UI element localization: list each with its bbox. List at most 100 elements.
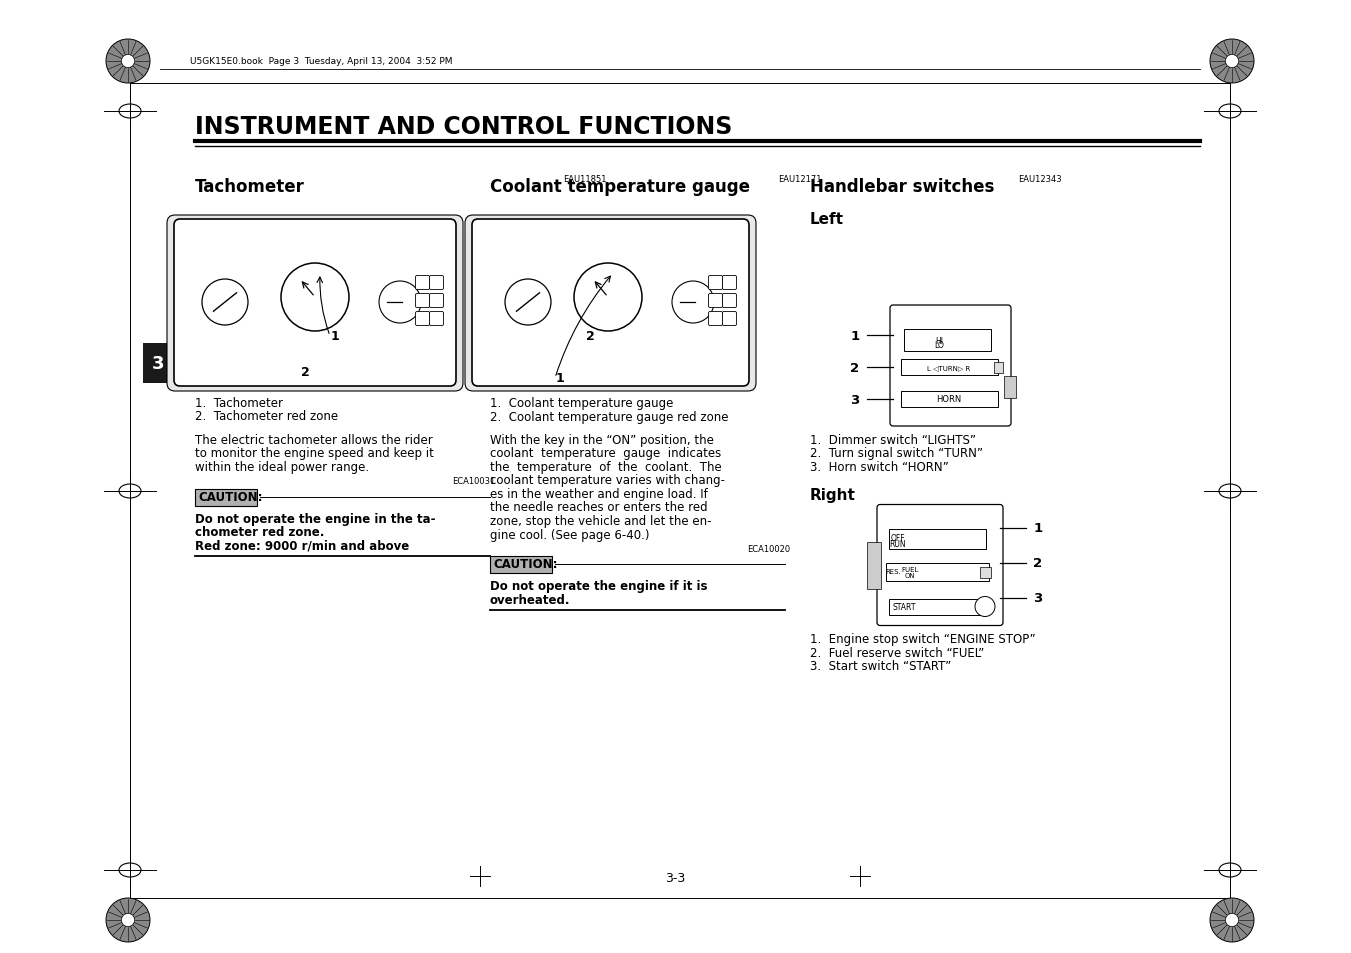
Text: With the key in the “ON” position, the: With the key in the “ON” position, the (490, 434, 713, 447)
Circle shape (122, 913, 135, 926)
Text: Right: Right (811, 488, 857, 503)
Text: 1: 1 (850, 329, 859, 342)
Text: overheated.: overheated. (490, 593, 570, 606)
Text: 2.  Tachometer red zone: 2. Tachometer red zone (195, 410, 338, 423)
Text: Do not operate the engine if it is: Do not operate the engine if it is (490, 579, 708, 593)
Text: 1: 1 (331, 330, 339, 343)
Text: RES.: RES. (885, 569, 901, 575)
Circle shape (1225, 55, 1239, 69)
FancyBboxPatch shape (723, 276, 736, 291)
Text: FUEL: FUEL (901, 566, 919, 572)
Text: EAU12171: EAU12171 (778, 174, 821, 184)
FancyBboxPatch shape (1004, 376, 1016, 398)
Text: es in the weather and engine load. If: es in the weather and engine load. If (490, 488, 708, 500)
FancyBboxPatch shape (993, 362, 1002, 374)
FancyBboxPatch shape (904, 330, 992, 352)
Text: 3.  Horn switch “HORN”: 3. Horn switch “HORN” (811, 460, 948, 474)
Text: U5GK15E0.book  Page 3  Tuesday, April 13, 2004  3:52 PM: U5GK15E0.book Page 3 Tuesday, April 13, … (190, 57, 453, 66)
Text: 1.  Coolant temperature gauge: 1. Coolant temperature gauge (490, 396, 673, 410)
FancyBboxPatch shape (901, 392, 998, 408)
Text: RUN: RUN (890, 539, 907, 548)
Text: Handlebar switches: Handlebar switches (811, 178, 994, 195)
FancyBboxPatch shape (889, 598, 981, 615)
Text: 2: 2 (585, 330, 594, 343)
FancyBboxPatch shape (723, 313, 736, 326)
FancyBboxPatch shape (890, 306, 1011, 427)
Text: Red zone: 9000 r/min and above: Red zone: 9000 r/min and above (195, 539, 409, 552)
Circle shape (1210, 40, 1254, 84)
FancyBboxPatch shape (471, 220, 748, 387)
Text: The electric tachometer allows the rider: The electric tachometer allows the rider (195, 434, 432, 447)
Text: HORN: HORN (936, 395, 962, 404)
FancyBboxPatch shape (708, 294, 723, 308)
Text: 2.  Turn signal switch “TURN”: 2. Turn signal switch “TURN” (811, 447, 984, 460)
Text: zone, stop the vehicle and let the en-: zone, stop the vehicle and let the en- (490, 515, 712, 527)
Text: Do not operate the engine in the ta-: Do not operate the engine in the ta- (195, 512, 435, 525)
Text: 3: 3 (1034, 592, 1043, 604)
Text: 1: 1 (1034, 521, 1043, 535)
Text: within the ideal power range.: within the ideal power range. (195, 460, 369, 474)
Text: coolant  temperature  gauge  indicates: coolant temperature gauge indicates (490, 447, 721, 460)
Text: 2: 2 (301, 366, 309, 379)
FancyBboxPatch shape (708, 276, 723, 291)
Text: the needle reaches or enters the red: the needle reaches or enters the red (490, 501, 708, 514)
FancyBboxPatch shape (889, 529, 986, 549)
Text: 3.  Start switch “START”: 3. Start switch “START” (811, 659, 951, 673)
FancyBboxPatch shape (430, 313, 443, 326)
FancyBboxPatch shape (490, 557, 553, 574)
FancyBboxPatch shape (465, 215, 757, 392)
Text: L ◁TURN▷ R: L ◁TURN▷ R (927, 365, 970, 371)
Text: coolant temperature varies with chang-: coolant temperature varies with chang- (490, 474, 725, 487)
Text: 1.  Tachometer: 1. Tachometer (195, 396, 282, 410)
Text: gine cool. (See page 6-40.): gine cool. (See page 6-40.) (490, 528, 650, 541)
FancyBboxPatch shape (416, 313, 430, 326)
Text: 2: 2 (1034, 557, 1043, 569)
Text: Tachometer: Tachometer (195, 178, 305, 195)
Text: 2.  Fuel reserve switch “FUEL”: 2. Fuel reserve switch “FUEL” (811, 646, 985, 659)
FancyBboxPatch shape (901, 359, 998, 375)
FancyBboxPatch shape (195, 489, 257, 506)
Text: HI: HI (935, 336, 943, 345)
Text: 1.  Engine stop switch “ENGINE STOP”: 1. Engine stop switch “ENGINE STOP” (811, 633, 1036, 646)
Text: 1.  Dimmer switch “LIGHTS”: 1. Dimmer switch “LIGHTS” (811, 434, 975, 447)
Bar (143, 344, 173, 384)
Text: CAUTION:: CAUTION: (199, 491, 262, 503)
FancyBboxPatch shape (430, 294, 443, 308)
Text: chometer red zone.: chometer red zone. (195, 525, 324, 538)
Text: 1: 1 (555, 372, 565, 385)
FancyBboxPatch shape (886, 563, 989, 581)
FancyBboxPatch shape (979, 567, 990, 578)
Text: INSTRUMENT AND CONTROL FUNCTIONS: INSTRUMENT AND CONTROL FUNCTIONS (195, 115, 732, 139)
FancyBboxPatch shape (416, 294, 430, 308)
FancyBboxPatch shape (430, 276, 443, 291)
Circle shape (122, 55, 135, 69)
FancyBboxPatch shape (877, 505, 1002, 626)
Text: 3-3: 3-3 (665, 872, 685, 884)
FancyBboxPatch shape (723, 294, 736, 308)
Text: ECA10020: ECA10020 (747, 544, 790, 554)
FancyBboxPatch shape (867, 542, 881, 589)
Circle shape (105, 40, 150, 84)
Text: Coolant temperature gauge: Coolant temperature gauge (490, 178, 750, 195)
FancyBboxPatch shape (416, 276, 430, 291)
Text: 3: 3 (151, 355, 165, 373)
Circle shape (975, 597, 994, 617)
Text: the  temperature  of  the  coolant.  The: the temperature of the coolant. The (490, 460, 721, 474)
FancyBboxPatch shape (168, 215, 463, 392)
Circle shape (1210, 898, 1254, 942)
Text: ECA10031: ECA10031 (451, 477, 494, 486)
Text: ON: ON (905, 573, 916, 578)
Text: CAUTION:: CAUTION: (493, 558, 558, 571)
Text: START: START (892, 602, 916, 612)
Text: 2: 2 (850, 361, 859, 375)
Text: EAU12343: EAU12343 (1019, 174, 1062, 184)
Circle shape (1225, 913, 1239, 926)
Text: LO: LO (934, 341, 944, 350)
Text: Left: Left (811, 212, 844, 227)
Text: 2.  Coolant temperature gauge red zone: 2. Coolant temperature gauge red zone (490, 410, 728, 423)
FancyBboxPatch shape (174, 220, 457, 387)
Text: OFF: OFF (890, 534, 905, 542)
Text: EAU11851: EAU11851 (563, 174, 607, 184)
Text: to monitor the engine speed and keep it: to monitor the engine speed and keep it (195, 447, 434, 460)
FancyBboxPatch shape (708, 313, 723, 326)
